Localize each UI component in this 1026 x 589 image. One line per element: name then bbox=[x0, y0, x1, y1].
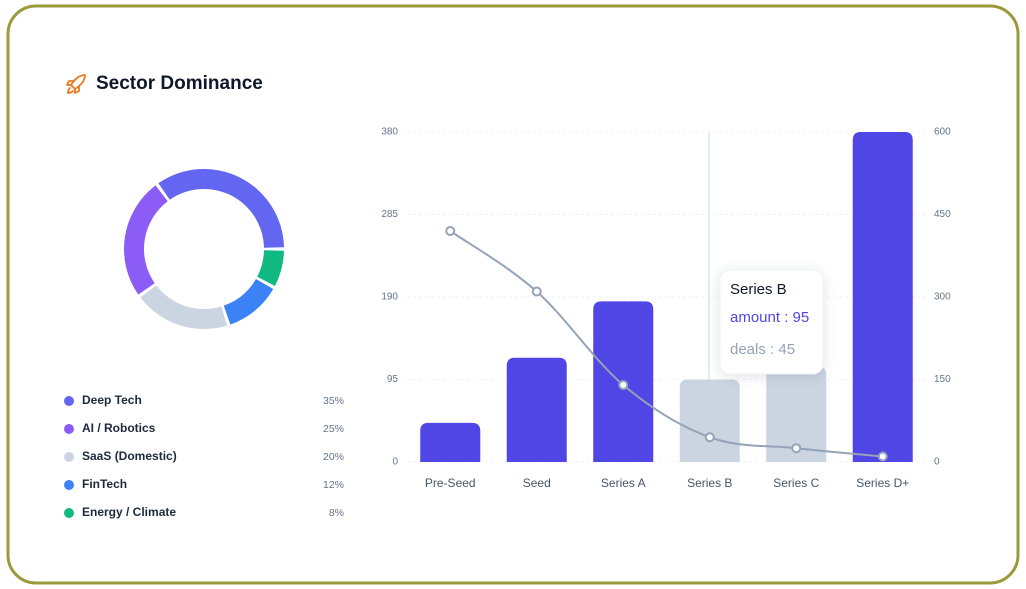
y2-tick-label: 0 bbox=[934, 457, 940, 468]
legend-label: SaaS (Domestic) bbox=[82, 449, 177, 463]
line-point bbox=[704, 432, 715, 443]
y2-tick-label: 300 bbox=[934, 292, 951, 303]
legend-dot bbox=[64, 508, 74, 518]
legend-label: Deep Tech bbox=[82, 393, 142, 407]
legend-dot bbox=[64, 480, 74, 490]
x-tick-label: Pre-Seed bbox=[425, 476, 476, 490]
donut-slice bbox=[158, 169, 284, 248]
donut-slice bbox=[124, 185, 168, 295]
line-point bbox=[531, 286, 542, 297]
x-tick-label: Series D+ bbox=[856, 476, 909, 490]
rocket-icon bbox=[66, 74, 86, 94]
line-point bbox=[877, 451, 888, 462]
legend-label: AI / Robotics bbox=[82, 421, 156, 435]
y-tick-label: 380 bbox=[381, 127, 398, 138]
legend-label: FinTech bbox=[82, 477, 127, 491]
line-point bbox=[791, 443, 802, 454]
bar bbox=[679, 379, 740, 462]
donut-slice bbox=[223, 279, 274, 325]
y-tick-label: 285 bbox=[381, 209, 398, 220]
legend-value: 8% bbox=[329, 507, 344, 519]
tooltip-line: deals : 45 bbox=[730, 341, 795, 358]
tooltip-box bbox=[719, 269, 824, 375]
legend-value: 25% bbox=[323, 423, 344, 435]
y-tick-label: 95 bbox=[387, 374, 399, 385]
tooltip-title: Series B bbox=[730, 281, 787, 298]
bar bbox=[852, 132, 913, 462]
card-title: Sector Dominance bbox=[96, 73, 263, 94]
donut-slice bbox=[140, 285, 228, 329]
tooltip-line: amount : 95 bbox=[730, 309, 809, 326]
bar bbox=[506, 357, 567, 462]
y-tick-label: 0 bbox=[392, 457, 398, 468]
y-tick-label: 190 bbox=[381, 292, 398, 303]
bar bbox=[420, 422, 481, 462]
combo-chart: 0 95 190 285 380 0 150 300 450 600 Pre-Seed Seed Ser… bbox=[381, 127, 951, 491]
x-tick-label: Series B bbox=[687, 476, 732, 490]
y2-tick-label: 150 bbox=[934, 374, 951, 385]
legend-dot bbox=[64, 452, 74, 462]
x-tick-label: Series C bbox=[773, 476, 819, 490]
card bbox=[6, 4, 1020, 585]
line-point bbox=[618, 380, 629, 390]
x-tick-label: Series A bbox=[601, 476, 646, 490]
legend-value: 20% bbox=[323, 451, 344, 463]
bar bbox=[766, 366, 827, 462]
legend-value: 12% bbox=[323, 479, 344, 491]
legend-dot bbox=[64, 396, 74, 406]
y2-tick-label: 600 bbox=[934, 127, 951, 138]
line-point bbox=[445, 226, 456, 236]
y2-tick-label: 450 bbox=[934, 209, 951, 220]
donut-slice bbox=[257, 250, 284, 287]
legend-label: Energy / Climate bbox=[82, 505, 176, 519]
donut-chart: Deep Tech 35% AI / Robotics 25% SaaS (Domest… bbox=[64, 169, 344, 519]
legend-value: 35% bbox=[323, 395, 344, 407]
legend-dot bbox=[64, 424, 74, 434]
tooltip: Series B amount : 95 deals : 45 bbox=[719, 269, 824, 375]
x-tick-label: Seed bbox=[523, 476, 551, 490]
